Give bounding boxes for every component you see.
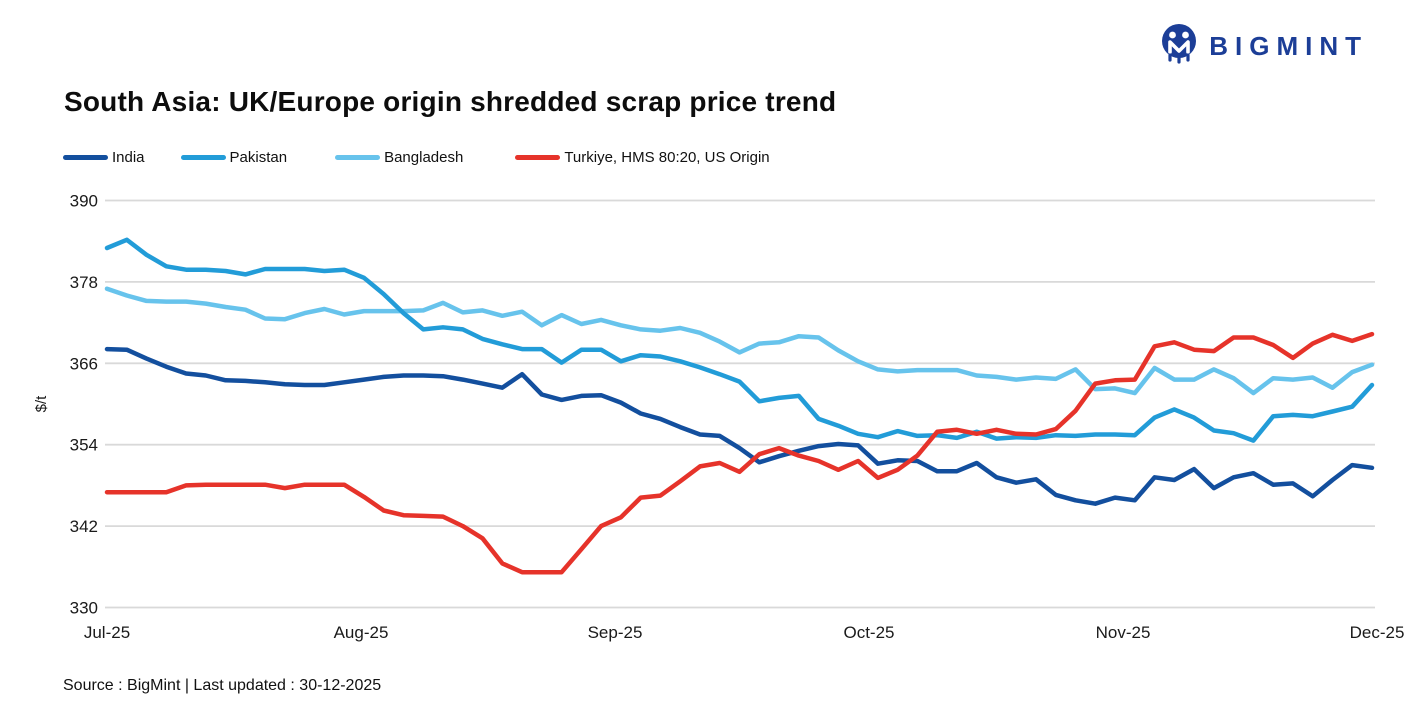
y-tick-label-354: 354: [70, 436, 98, 455]
legend-swatch-bangladesh: [335, 155, 381, 160]
chart-legend: India Pakistan Bangladesh Turkiye, HMS 80:2…: [63, 149, 770, 166]
legend-swatch-pakistan: [180, 155, 226, 160]
x-tick-label-sep-25: Sep-25: [588, 623, 643, 642]
y-tick-label-390: 390: [70, 192, 98, 211]
legend-item-bangladesh: Bangladesh: [335, 149, 463, 166]
legend-item-india: India: [63, 149, 145, 166]
x-tick-label-dec-25: Dec-25: [1350, 623, 1405, 642]
legend-item-pakistan: Pakistan: [180, 149, 288, 166]
legend-swatch-india: [63, 155, 108, 160]
legend-label: India: [112, 149, 145, 166]
bigmint-logo-icon: [1159, 22, 1199, 71]
series-line-bangladesh: [104, 286, 1375, 396]
x-tick-label-aug-25: Aug-25: [334, 623, 389, 642]
y-tick-label-366: 366: [70, 354, 98, 373]
x-tick-label-nov-25: Nov-25: [1096, 623, 1151, 642]
legend-label: Bangladesh: [384, 149, 464, 166]
bigmint-logo: BIGMINT: [1159, 22, 1368, 71]
legend-label: Pakistan: [229, 149, 288, 166]
x-tick-label-oct-25: Oct-25: [843, 623, 894, 642]
series-line-india: [104, 346, 1375, 506]
bigmint-logo-text: BIGMINT: [1209, 31, 1368, 61]
y-tick-label-330: 330: [70, 599, 98, 618]
x-tick-label-jul-25: Jul-25: [84, 623, 130, 642]
series-line-turkiye-hms-80-20-us-origin: [104, 331, 1375, 575]
y-axis-title: $/t: [33, 395, 50, 413]
legend-label: Turkiye, HMS 80:20, US Origin: [564, 149, 770, 166]
y-tick-label-378: 378: [70, 273, 98, 292]
series-line-pakistan: [104, 237, 1375, 443]
source-note: Source : BigMint | Last updated : 30-12-…: [63, 677, 382, 694]
legend-item-turkiye-hms-80-20-us-origin: Turkiye, HMS 80:20, US Origin: [515, 149, 770, 166]
chart-title: South Asia: UK/Europe origin shredded sc…: [64, 86, 837, 117]
y-tick-label-342: 342: [70, 517, 98, 536]
legend-swatch-turkiye-hms-80-20-us-origin: [515, 155, 561, 160]
